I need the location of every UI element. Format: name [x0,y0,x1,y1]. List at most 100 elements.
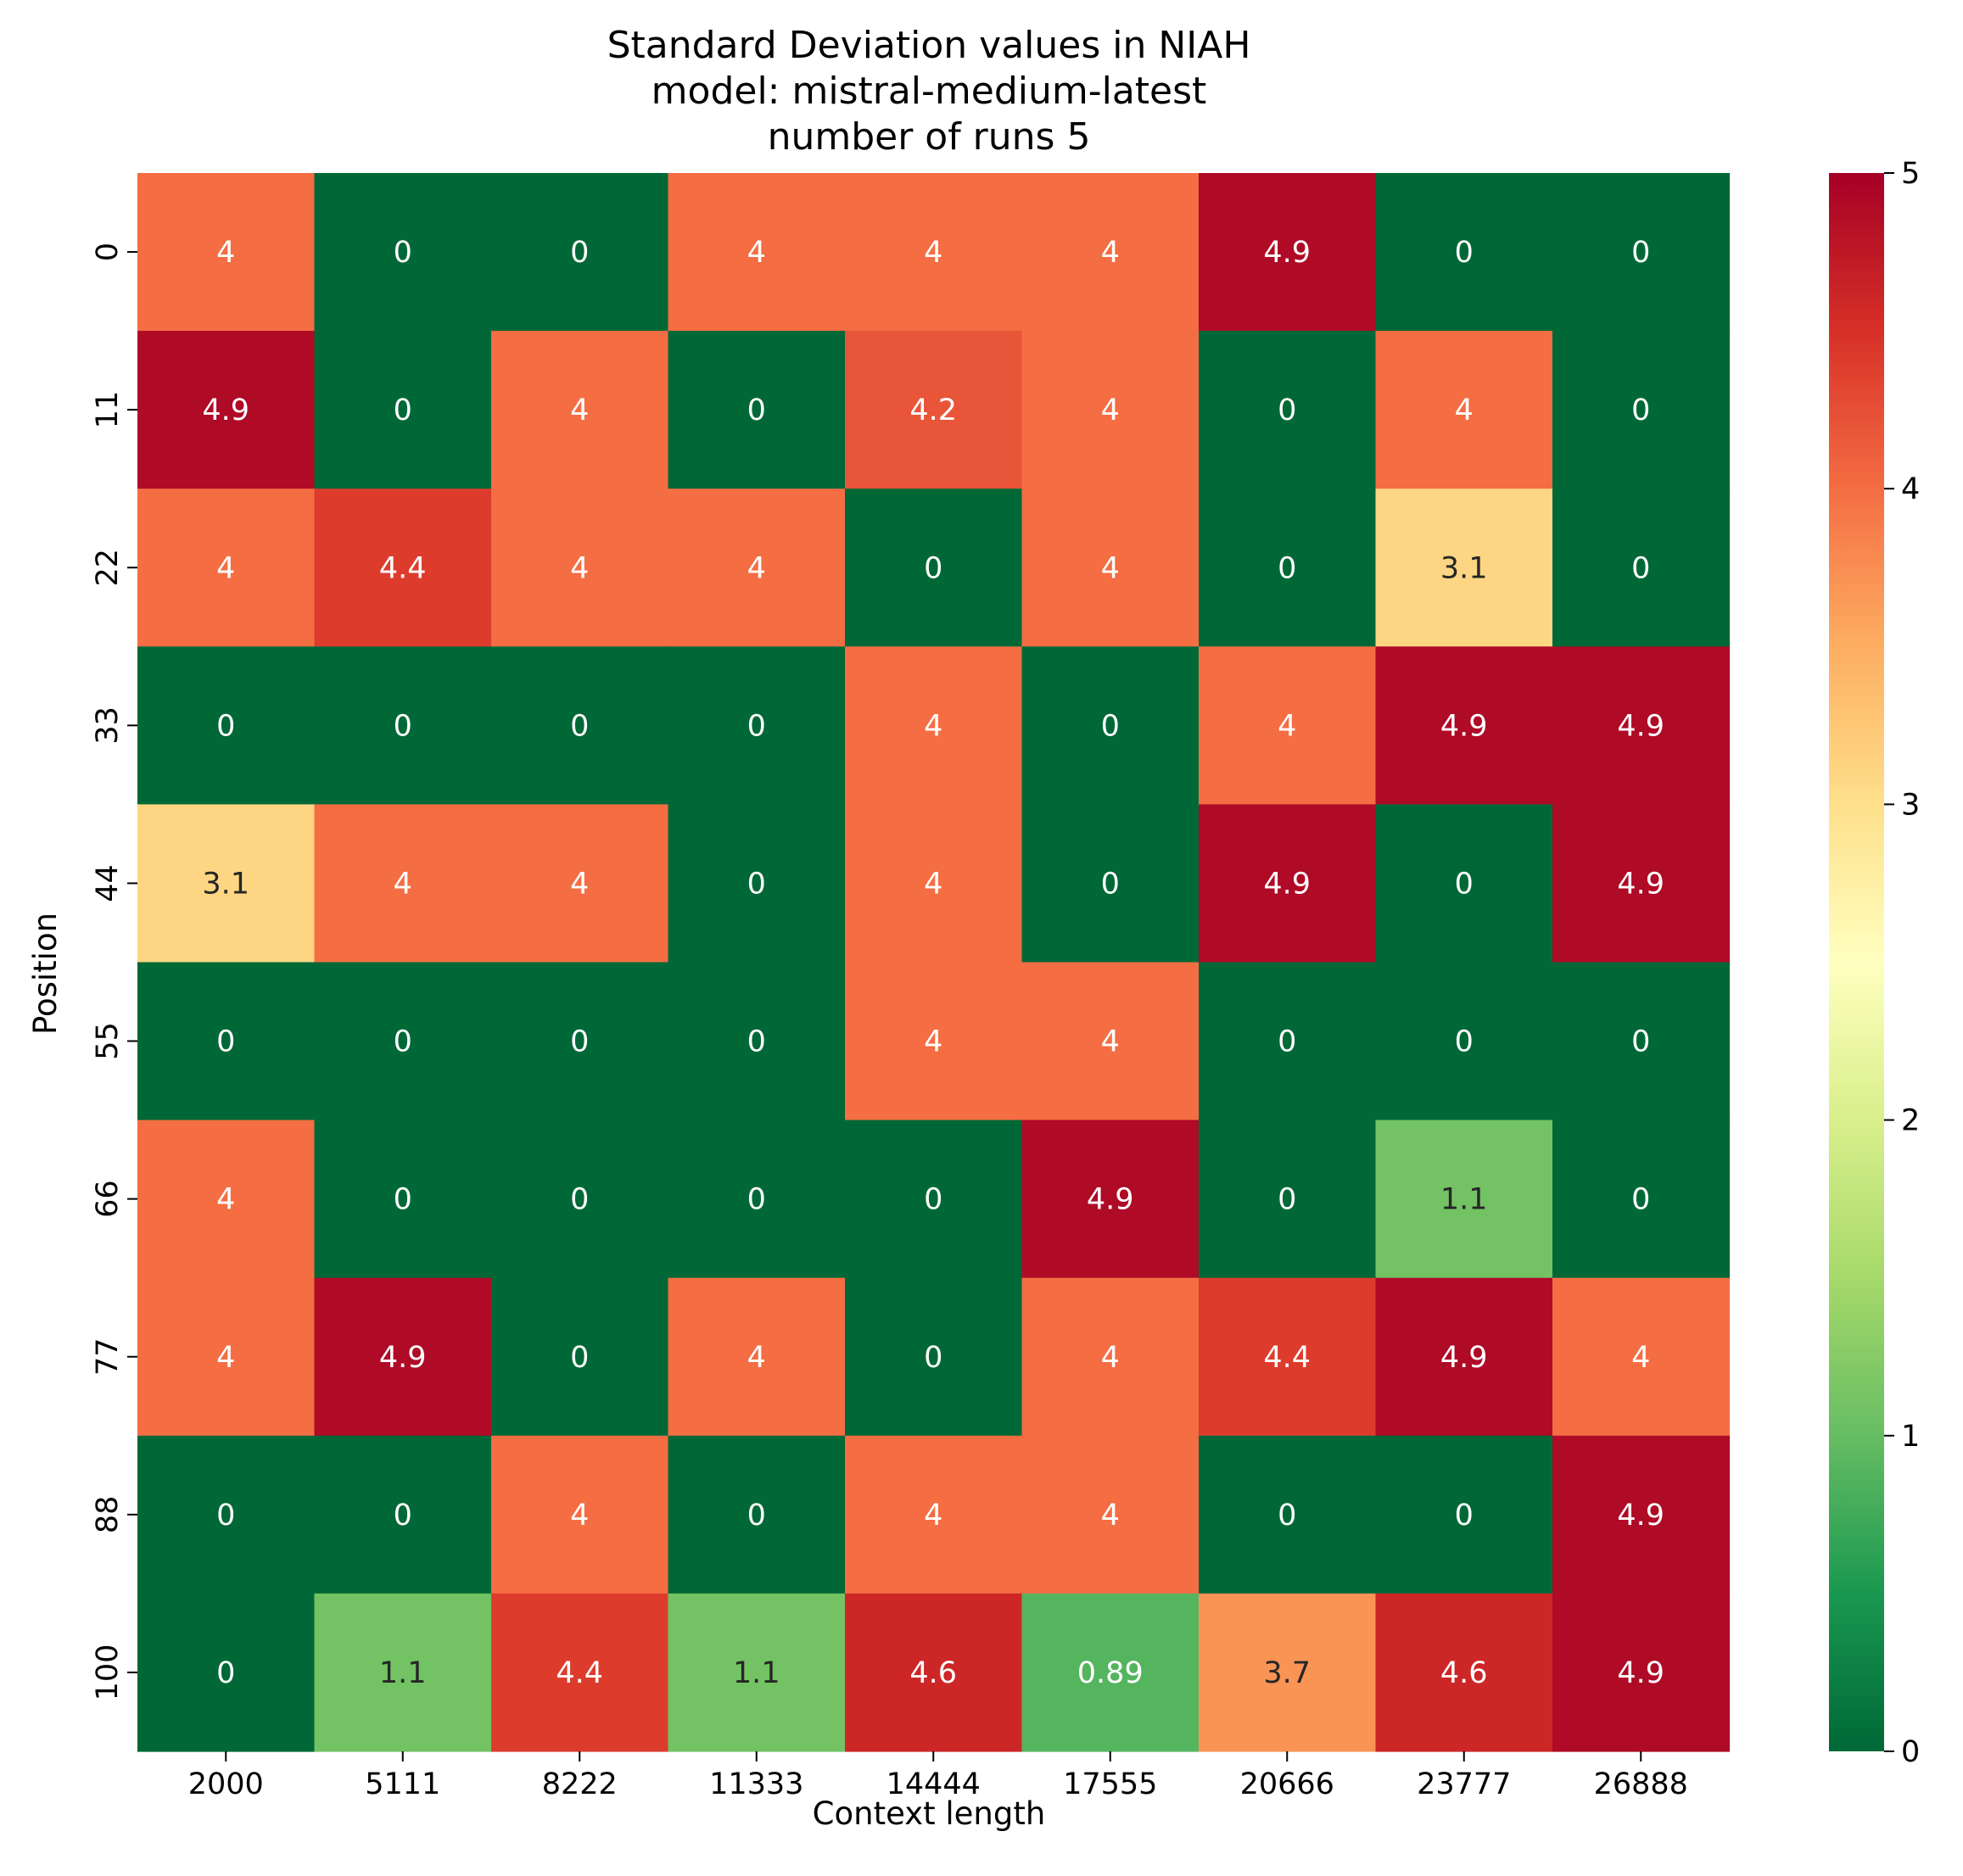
heatmap-cell [1199,331,1377,489]
y-tick-label: 11 [91,391,125,429]
heatmap-cell [314,1593,492,1752]
cell-value-label: 4 [570,394,589,427]
y-tick-label: 100 [91,1644,125,1701]
heatmap-cell [1375,1593,1553,1752]
heatmap-cell [1021,173,1200,332]
heatmap-cell [1375,646,1553,805]
heatmap-cell [845,173,1023,332]
cell-value-label: 3.1 [1440,551,1488,585]
cell-value-label: 0 [747,394,766,427]
cell-value-label: 0 [570,709,589,743]
cell-value-label: 4 [924,867,942,901]
x-tick-label: 20666 [1240,1767,1334,1801]
heatmap-cell [1199,173,1377,332]
cell-value-label: 4.9 [1263,236,1311,270]
cell-value-label: 0 [570,1025,589,1059]
cell-value-label: 0 [1278,1499,1296,1533]
cell-value-label: 4.9 [1617,1656,1664,1690]
heatmap-cell [137,962,316,1121]
x-tick-label: 8222 [542,1767,618,1801]
heatmap-cell [491,173,669,332]
cell-value-label: 0 [924,551,942,585]
cell-value-label: 0 [394,394,412,427]
cell-value-label: 0 [570,1183,589,1217]
heatmap-cell [1375,962,1553,1121]
heatmap-cell [668,1119,846,1279]
heatmap-cell [1021,804,1200,963]
heatmap-cell [137,1277,316,1437]
heatmap-cell [491,1277,669,1437]
colorbar-tick-label: 3 [1901,788,1920,822]
heatmap-cell [668,489,846,647]
cell-value-label: 4 [216,551,235,585]
heatmap-cell [491,804,669,963]
cell-value-label: 4.2 [909,394,957,427]
heatmap-cell [1375,1277,1553,1437]
heatmap-cell [314,1435,492,1594]
x-tick-label: 5111 [365,1767,440,1801]
cell-value-label: 0 [216,1499,235,1533]
heatmap-cell [845,962,1023,1121]
cell-value-label: 4.9 [202,394,249,427]
cell-value-label: 1.1 [1440,1183,1488,1217]
cell-value-label: 0.89 [1077,1656,1144,1690]
heatmap-cell [1199,1593,1377,1752]
cell-value-label: 4.9 [1087,1183,1134,1217]
cell-value-label: 4 [924,236,942,270]
heatmap-cell [845,1277,1023,1437]
y-axis-ticks: 0 11 22 33 44 55 66 77 88 100 [91,243,137,1700]
cell-value-label: 4 [924,1025,942,1059]
cell-value-label: 4 [747,1341,766,1375]
heatmap-cell [314,1119,492,1279]
cell-value-label: 4 [1101,394,1120,427]
cell-value-label: 4 [924,1499,942,1533]
heatmap-cell [314,804,492,963]
heatmap-cell [1552,331,1731,489]
cell-value-label: 4 [1101,1025,1120,1059]
heatmap-cell [1375,331,1553,489]
heatmap-cell [137,1593,316,1752]
heatmap-cell [1552,1119,1731,1279]
y-tick-label: 77 [91,1337,125,1376]
cell-value-label: 0 [394,1183,412,1217]
cell-value-label: 0 [747,1025,766,1059]
cell-value-label: 4.9 [1617,709,1664,743]
cell-value-label: 0 [747,709,766,743]
heatmap-cell [137,1119,316,1279]
colorbar-tick-label: 5 [1901,157,1920,191]
cell-value-label: 0 [216,1656,235,1690]
y-tick-label: 0 [91,243,125,261]
colorbar-tick-label: 2 [1901,1104,1920,1138]
heatmap-cell [314,331,492,489]
cell-value-label: 0 [924,1341,942,1375]
heatmap-cell [1199,646,1377,805]
cell-value-label: 4.4 [556,1656,603,1690]
cell-value-label: 1.1 [379,1656,427,1690]
heatmap-cell [137,331,316,489]
x-tick-label: 11333 [709,1767,803,1801]
heatmap-cell [1552,173,1731,332]
heatmap-cell [137,173,316,332]
cell-value-label: 4 [1455,394,1474,427]
x-tick-label: 23777 [1417,1767,1511,1801]
y-tick-label: 55 [91,1022,125,1060]
heatmap-cell [845,1593,1023,1752]
cell-value-label: 4 [747,551,766,585]
cell-value-label: 0 [1631,394,1650,427]
cell-value-label: 0 [1101,709,1120,743]
heatmap-cells [137,173,1731,1752]
cell-value-label: 4.9 [1617,1499,1664,1533]
heatmap-cell [1375,1435,1553,1594]
heatmap-cell [314,489,492,647]
cell-value-label: 0 [1631,551,1650,585]
cell-value-label: 4 [1101,1341,1120,1375]
cell-value-label: 4 [1631,1341,1650,1375]
y-axis-label: Position [27,913,64,1035]
cell-value-label: 1.1 [733,1656,780,1690]
cell-value-label: 0 [1455,236,1474,270]
cell-value-label: 0 [1455,1499,1474,1533]
heatmap-cell [1552,646,1731,805]
cell-value-label: 4 [747,236,766,270]
heatmap-cell [314,962,492,1121]
y-tick-label: 88 [91,1496,125,1534]
